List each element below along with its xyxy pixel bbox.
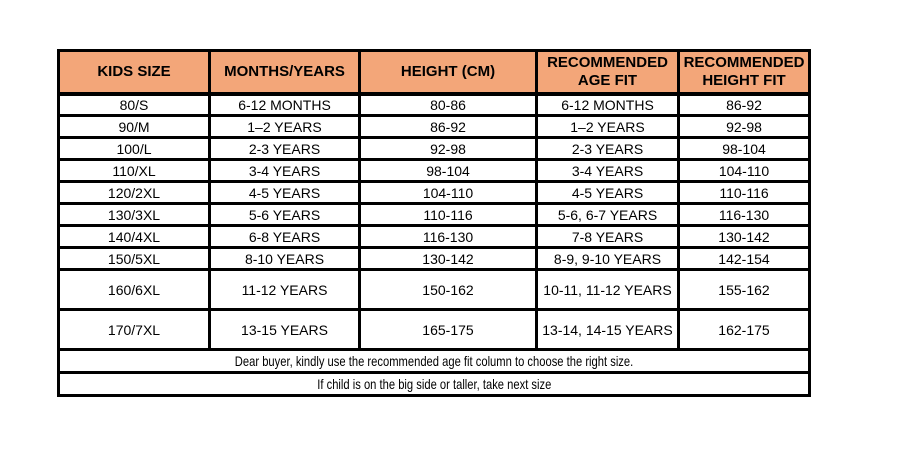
table-row: 130/3XL 5-6 YEARS 110-116 5-6, 6-7 YEARS… [57, 202, 811, 227]
height-cm-cell: 98-104 [358, 158, 538, 183]
rec-age-fit-cell: 13-14, 14-15 YEARS [535, 308, 680, 351]
note-row: Dear buyer, kindly use the recommended a… [57, 348, 811, 374]
kids-size-cell: 80/S [57, 92, 211, 117]
months-years-cell: 13-15 YEARS [208, 308, 361, 351]
rec-height-fit-cell: 92-98 [677, 114, 811, 139]
months-years-cell: 11-12 YEARS [208, 268, 361, 311]
table-row: 100/L 2-3 YEARS 92-98 2-3 YEARS 98-104 [57, 136, 811, 161]
months-years-cell: 3-4 YEARS [208, 158, 361, 183]
months-years-cell: 6-8 YEARS [208, 224, 361, 249]
height-cm-cell: 80-86 [358, 92, 538, 117]
table-row: 170/7XL 13-15 YEARS 165-175 13-14, 14-15… [57, 308, 811, 351]
months-years-cell: 4-5 YEARS [208, 180, 361, 205]
rec-height-fit-cell: 130-142 [677, 224, 811, 249]
height-cm-cell: 130-142 [358, 246, 538, 271]
column-header-height-cm: HEIGHT (CM) [358, 49, 538, 96]
height-cm-cell: 104-110 [358, 180, 538, 205]
kids-size-chart-table: KIDS SIZE MONTHS/YEARS HEIGHT (CM) RECOM… [57, 49, 811, 397]
rec-age-fit-cell: 4-5 YEARS [535, 180, 680, 205]
kids-size-cell: 150/5XL [57, 246, 211, 271]
height-cm-cell: 110-116 [358, 202, 538, 227]
months-years-cell: 8-10 YEARS [208, 246, 361, 271]
rec-age-fit-cell: 3-4 YEARS [535, 158, 680, 183]
kids-size-cell: 130/3XL [57, 202, 211, 227]
kids-size-cell: 140/4XL [57, 224, 211, 249]
table-row: 80/S 6-12 MONTHS 80-86 6-12 MONTHS 86-92 [57, 92, 811, 117]
rec-age-fit-cell: 5-6, 6-7 YEARS [535, 202, 680, 227]
months-years-cell: 5-6 YEARS [208, 202, 361, 227]
rec-age-fit-cell: 2-3 YEARS [535, 136, 680, 161]
kids-size-cell: 100/L [57, 136, 211, 161]
rec-height-fit-cell: 155-162 [677, 268, 811, 311]
rec-height-fit-cell: 86-92 [677, 92, 811, 117]
kids-size-cell: 110/XL [57, 158, 211, 183]
column-header-recommended-age-fit: RECOMMENDED AGE FIT [535, 49, 680, 96]
kids-size-cell: 90/M [57, 114, 211, 139]
height-cm-cell: 165-175 [358, 308, 538, 351]
height-cm-cell: 92-98 [358, 136, 538, 161]
table-row: 120/2XL 4-5 YEARS 104-110 4-5 YEARS 110-… [57, 180, 811, 205]
rec-height-fit-cell: 162-175 [677, 308, 811, 351]
table-row: 160/6XL 11-12 YEARS 150-162 10-11, 11-12… [57, 268, 811, 311]
rec-age-fit-cell: 7-8 YEARS [535, 224, 680, 249]
height-cm-cell: 150-162 [358, 268, 538, 311]
kids-size-cell: 170/7XL [57, 308, 211, 351]
column-header-recommended-height-fit: RECOMMENDED HEIGHT FIT [677, 49, 811, 96]
column-header-kids-size: KIDS SIZE [57, 49, 211, 96]
rec-height-fit-cell: 116-130 [677, 202, 811, 227]
rec-age-fit-cell: 10-11, 11-12 YEARS [535, 268, 680, 311]
rec-height-fit-cell: 142-154 [677, 246, 811, 271]
table-row: 90/M 1–2 YEARS 86-92 1–2 YEARS 92-98 [57, 114, 811, 139]
height-cm-cell: 86-92 [358, 114, 538, 139]
months-years-cell: 2-3 YEARS [208, 136, 361, 161]
rec-age-fit-cell: 1–2 YEARS [535, 114, 680, 139]
rec-age-fit-cell: 8-9, 9-10 YEARS [535, 246, 680, 271]
kids-size-cell: 120/2XL [57, 180, 211, 205]
column-header-months-years: MONTHS/YEARS [208, 49, 361, 96]
rec-height-fit-cell: 104-110 [677, 158, 811, 183]
note-age-fit: Dear buyer, kindly use the recommended a… [57, 348, 811, 374]
table-row: 110/XL 3-4 YEARS 98-104 3-4 YEARS 104-11… [57, 158, 811, 183]
header-row: KIDS SIZE MONTHS/YEARS HEIGHT (CM) RECOM… [57, 49, 811, 96]
table-row: 140/4XL 6-8 YEARS 116-130 7-8 YEARS 130-… [57, 224, 811, 249]
note-size-up-text: If child is on the big side or taller, t… [316, 376, 552, 392]
rec-height-fit-cell: 98-104 [677, 136, 811, 161]
rec-age-fit-cell: 6-12 MONTHS [535, 92, 680, 117]
height-cm-cell: 116-130 [358, 224, 538, 249]
note-age-fit-text: Dear buyer, kindly use the recommended a… [234, 353, 634, 369]
months-years-cell: 6-12 MONTHS [208, 92, 361, 117]
rec-height-fit-cell: 110-116 [677, 180, 811, 205]
note-size-up: If child is on the big side or taller, t… [57, 371, 811, 397]
months-years-cell: 1–2 YEARS [208, 114, 361, 139]
kids-size-cell: 160/6XL [57, 268, 211, 311]
table-row: 150/5XL 8-10 YEARS 130-142 8-9, 9-10 YEA… [57, 246, 811, 271]
note-row: If child is on the big side or taller, t… [57, 371, 811, 397]
